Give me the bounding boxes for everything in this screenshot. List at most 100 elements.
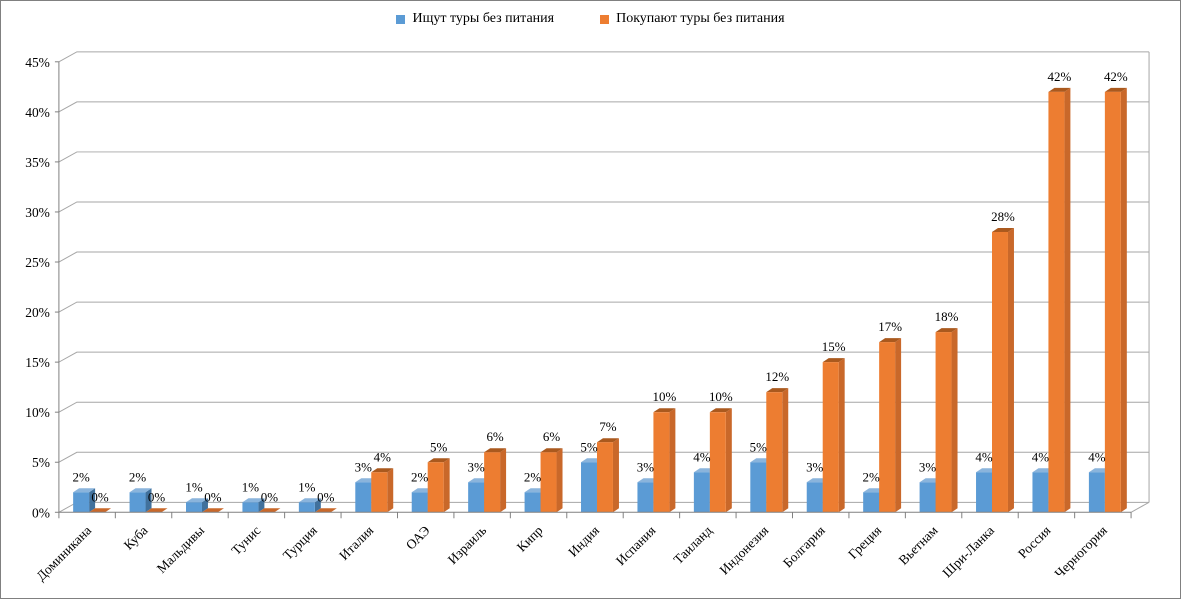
bar-value-label: 10% [653,389,677,404]
bar-top-face [1048,87,1071,92]
x-axis-label: Кипр [514,523,546,555]
bar-value-label: 42% [1048,69,1072,84]
bar [806,482,823,513]
bar-value-label: 3% [467,459,484,474]
x-axis-label: Италия [336,523,376,563]
bar-zero [258,508,281,513]
y-axis-label: 45% [25,55,50,70]
bar-value-label: 2% [411,469,428,484]
bar-side-face [314,498,321,513]
x-axis-label: Черногория [1052,523,1110,581]
bar-side-face [500,448,507,513]
bar-side-face [838,358,845,513]
x-axis-label: Индия [565,523,602,560]
bar [1104,91,1121,513]
bar-side-face [725,408,732,513]
bar [693,472,710,513]
x-axis-label: Вьетнам [896,522,941,567]
bar [371,472,388,513]
bar-top-face [653,408,676,413]
bar-side-face [443,458,450,513]
bar-top-face [766,388,789,393]
x-axis-label: Тунис [228,523,263,558]
bar-side-face [612,438,619,513]
bar [919,482,936,513]
bar [411,492,428,513]
bar-value-label: 4% [693,449,710,464]
bar-value-label: 4% [374,449,391,464]
bar-side-face [387,468,394,513]
bar-value-label: 4% [1088,449,1105,464]
bar-top-face [822,358,845,363]
bar-value-label: 5% [580,439,597,454]
bar-top-face [596,438,619,443]
bar-value-label: 1% [298,479,315,494]
bar-value-label: 10% [709,389,733,404]
bar [992,231,1008,513]
gridline [58,251,1150,263]
bar-top-face [709,408,732,413]
bar [524,492,541,513]
bar-value-label: 1% [185,479,202,494]
bar-value-label: 3% [919,459,936,474]
bar-top-face [484,448,507,453]
bar-side-face [895,338,902,513]
gridline [58,351,1150,363]
bar-value-label: 4% [975,449,992,464]
bar-side-face [951,328,958,513]
gridline [58,51,1150,63]
bar-top-face [242,498,265,503]
bar-value-label: 42% [1104,69,1128,84]
x-axis-label: Куба [121,523,151,553]
y-axis-label: 30% [25,205,50,220]
gridline [58,201,1150,213]
bar-top-face [935,328,958,333]
bar-value-label: 6% [486,429,503,444]
bar-value-label: 0% [91,489,108,504]
x-axis-label: Шри-Ланка [939,523,997,581]
bar-value-label: 3% [355,459,372,474]
bar-value-label: 2% [72,469,89,484]
bar-value-label: 3% [806,459,823,474]
bar [468,482,485,513]
bar [750,462,767,513]
bar-value-label: 0% [317,489,334,504]
x-axis-label: Греция [845,523,884,562]
bar [129,492,146,513]
bar [484,452,501,513]
y-axis-label: 10% [25,405,50,420]
bar-value-label: 7% [599,419,616,434]
bar-value-label: 0% [204,489,221,504]
bar-value-label: 3% [637,459,654,474]
bar-side-face [669,408,676,513]
bar [863,492,880,513]
x-axis-label: Мальдивы [154,523,207,576]
bar-side-face [1064,87,1071,513]
x-axis-label: Таиланд [671,523,716,567]
y-axis-label: 15% [25,355,50,370]
bar-value-label: 0% [261,489,278,504]
x-axis-label: Индонезия [717,523,772,578]
x-axis-label: ОАЭ [403,523,433,553]
bar-value-label: 5% [430,439,447,454]
x-axis-label: Израиль [445,523,489,567]
y-axis-label: 25% [25,255,50,270]
bar-top-face [186,498,208,503]
bar-top-face [298,498,321,503]
bar [709,412,726,513]
bar [935,332,952,513]
bar-top-face [540,448,563,453]
bar-top-face [371,468,394,473]
bar-value-label: 2% [129,469,146,484]
bar-value-label: 17% [878,319,902,334]
bar [581,462,597,513]
gridline [58,401,1150,413]
bar-side-face [1120,87,1127,513]
x-axis-label: Болгария [780,523,828,571]
bar [976,472,993,513]
bar [822,362,839,513]
bar [1032,472,1049,513]
bar-value-label: 5% [750,439,767,454]
bar [427,462,444,513]
